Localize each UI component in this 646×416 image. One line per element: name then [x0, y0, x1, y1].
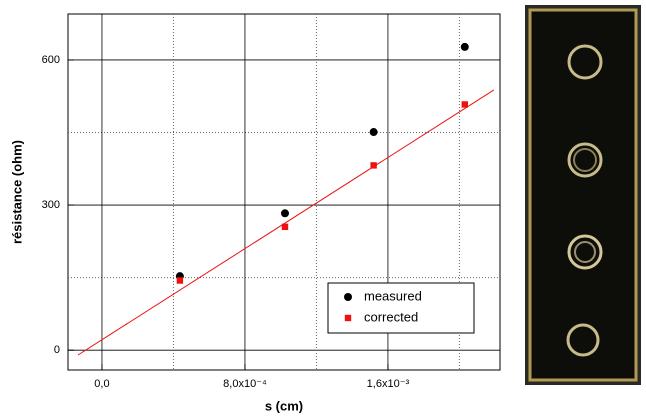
y-tick-label: 600: [42, 54, 60, 66]
x-tick-label: 0,0: [94, 378, 109, 390]
photo-ring: [566, 323, 600, 357]
legend-marker: [344, 293, 352, 301]
x-tick-label: 1,6x10⁻³: [367, 378, 410, 390]
photo-ring: [573, 148, 597, 172]
legend-label: measured: [364, 288, 422, 303]
plot-frame: [67, 13, 501, 371]
x-tick-label: 8,0x10⁻⁴: [223, 378, 267, 390]
x-axis-title: s (cm): [265, 398, 303, 413]
data-point: [176, 277, 184, 284]
photo-ring: [567, 142, 603, 178]
sample-photo: [525, 5, 641, 385]
y-axis-title: résistance (ohm): [9, 140, 24, 244]
y-tick-label: 300: [42, 199, 60, 211]
data-point: [460, 42, 469, 51]
data-point: [281, 223, 289, 231]
data-point: [280, 209, 289, 218]
legend-box: [327, 282, 475, 334]
y-tick-label: 0: [54, 344, 60, 356]
data-point: [461, 101, 468, 108]
photo-chip: [528, 8, 638, 382]
photo-ring: [567, 44, 603, 80]
photo-ring: [574, 241, 596, 263]
legend-label: corrected: [364, 309, 418, 324]
data-point: [370, 162, 377, 169]
data-point: [369, 128, 378, 137]
photo-ring: [567, 234, 603, 270]
fit-line: [77, 89, 495, 356]
legend-marker: [344, 314, 352, 322]
